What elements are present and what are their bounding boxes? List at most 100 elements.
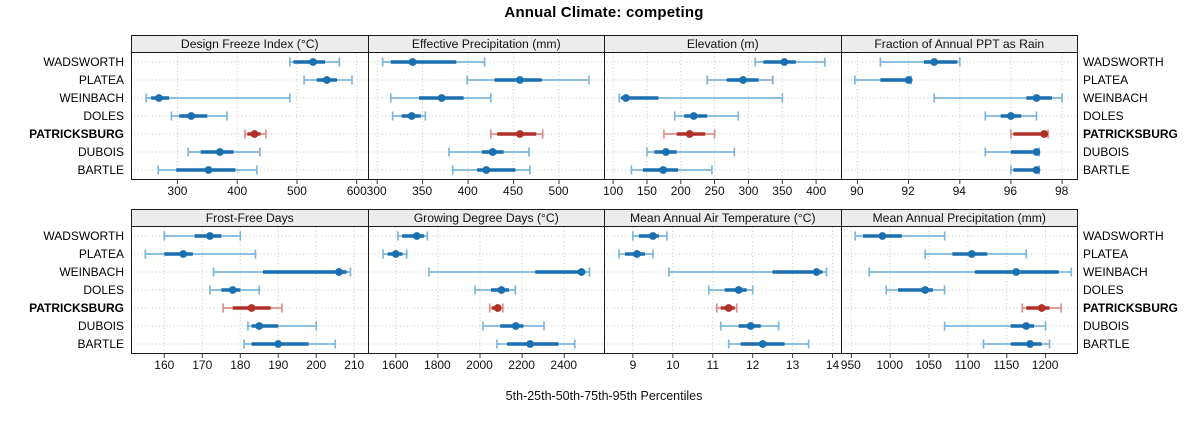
x-tick-label: 500 bbox=[286, 184, 307, 198]
series-patricksburg bbox=[244, 129, 267, 139]
series-wadsworth bbox=[396, 231, 428, 241]
median-dot bbox=[323, 76, 331, 84]
series-doles bbox=[707, 285, 754, 295]
x-tick-label: 2400 bbox=[550, 358, 578, 372]
median-dot bbox=[967, 250, 976, 258]
series-dubois bbox=[983, 147, 1040, 157]
median-dot bbox=[633, 250, 641, 258]
median-dot bbox=[515, 76, 524, 84]
median-dot bbox=[309, 58, 317, 66]
station-label: DOLES bbox=[83, 109, 124, 123]
x-tick-label: 9 bbox=[629, 358, 637, 372]
x-tick-label: 400 bbox=[457, 184, 478, 198]
median-dot bbox=[1032, 148, 1040, 156]
median-dot bbox=[746, 322, 755, 330]
series-wadsworth bbox=[163, 231, 242, 241]
series-platea bbox=[303, 75, 353, 85]
series-doles bbox=[473, 285, 516, 295]
panel-strip-title: Mean Annual Precipitation (mm) bbox=[872, 211, 1046, 225]
median-dot bbox=[247, 304, 256, 312]
x-tick-label: 1150 bbox=[993, 358, 1020, 372]
median-dot bbox=[1037, 304, 1046, 312]
median-dot bbox=[206, 232, 214, 240]
panel-fraction-annual-ppt-rain: Fraction of Annual PPT as Rain 90 92 94 96 9… bbox=[840, 35, 1078, 198]
series-dubois bbox=[943, 321, 1046, 331]
panel-strip: Mean Annual Precipitation (mm) bbox=[840, 209, 1078, 227]
station-label: WADSWORTH bbox=[1083, 55, 1164, 69]
x-axis-tick-labels: 300 350 400 450 500 bbox=[367, 184, 606, 198]
station-label: WADSWORTH bbox=[43, 55, 124, 69]
series-doles bbox=[170, 111, 228, 121]
x-axis-tick-labels: 90 92 94 96 98 bbox=[841, 184, 1079, 198]
series-patricksburg bbox=[1020, 303, 1062, 313]
panel-effective-precipitation: Effective Precipitation (mm) 300 350 400 45… bbox=[367, 35, 605, 198]
panel-plot-svg bbox=[134, 53, 366, 184]
station-label: PATRICKSBURG bbox=[29, 301, 124, 315]
median-dot bbox=[734, 286, 743, 294]
series-doles bbox=[209, 285, 261, 295]
station-label: DUBOIS bbox=[77, 319, 124, 333]
series-doles bbox=[673, 111, 740, 121]
station-label: PLATEA bbox=[78, 73, 124, 87]
median-dot bbox=[812, 268, 821, 276]
series-weinbach bbox=[145, 93, 291, 103]
median-dot bbox=[904, 76, 912, 84]
median-dot bbox=[407, 112, 416, 120]
panel-strip-title: Mean Annual Air Temperature (°C) bbox=[629, 211, 816, 225]
series-weinbach bbox=[389, 93, 492, 103]
station-label: PATRICKSBURG bbox=[1083, 301, 1178, 315]
x-axis-tick-labels: 950 1000 1050 1100 1150 1200 bbox=[841, 358, 1079, 372]
median-dot bbox=[274, 340, 283, 348]
panel-plot-svg bbox=[607, 53, 839, 184]
series-platea bbox=[618, 249, 654, 259]
station-label: PLATEA bbox=[1083, 73, 1129, 87]
median-dot bbox=[216, 148, 224, 156]
series-doles bbox=[983, 111, 1037, 121]
station-label: DUBOIS bbox=[1083, 319, 1130, 333]
panel-plot-svg bbox=[134, 227, 366, 358]
series-patricksburg bbox=[1009, 129, 1049, 139]
station-label: WADSWORTH bbox=[43, 229, 124, 243]
series-weinbach bbox=[867, 267, 1072, 277]
median-dot bbox=[250, 130, 259, 138]
panel-plot-svg bbox=[843, 227, 1075, 358]
panel-strip: Mean Annual Air Temperature (°C) bbox=[604, 209, 842, 227]
station-label: PATRICKSBURG bbox=[1083, 127, 1178, 141]
x-tick-label: 250 bbox=[704, 184, 725, 198]
series-patricksburg bbox=[663, 129, 716, 139]
series-wadsworth bbox=[879, 57, 961, 67]
station-label: BARTLE bbox=[77, 163, 124, 177]
x-tick-label: 300 bbox=[167, 184, 188, 198]
figure-title: Annual Climate: competing bbox=[504, 4, 704, 21]
median-dot bbox=[1032, 166, 1040, 174]
x-tick-label: 1050 bbox=[915, 358, 942, 372]
panel-plot-svg bbox=[370, 227, 602, 358]
median-dot bbox=[255, 322, 264, 330]
median-dot bbox=[1032, 94, 1040, 102]
series-dubois bbox=[481, 321, 545, 331]
median-dot bbox=[662, 148, 670, 156]
station-labels-left-bottom: WADSWORTH PLATEA WEINBACH DOLES PATRICKSBURG… bbox=[0, 227, 124, 353]
median-dot bbox=[437, 94, 446, 102]
x-tick-label: 1800 bbox=[424, 358, 451, 372]
station-label: BARTLE bbox=[77, 337, 124, 351]
station-label: WEINBACH bbox=[59, 265, 124, 279]
x-tick-label: 12 bbox=[745, 358, 760, 372]
series-weinbach bbox=[668, 267, 828, 277]
series-patricksburg bbox=[488, 303, 504, 313]
series-platea bbox=[144, 249, 257, 259]
x-tick-label: 350 bbox=[412, 184, 433, 198]
x-tick-label: 2000 bbox=[466, 358, 493, 372]
panel-frost-free-days: Frost-Free Days 160 170 180 190 200 210 bbox=[131, 209, 369, 372]
x-tick-label: 92 bbox=[901, 184, 915, 198]
panel-strip-title: Fraction of Annual PPT as Rain bbox=[874, 37, 1045, 51]
series-dubois bbox=[187, 147, 261, 157]
median-dot bbox=[204, 166, 213, 174]
median-dot bbox=[1006, 112, 1015, 120]
median-dot bbox=[497, 286, 505, 294]
median-dot bbox=[493, 304, 502, 312]
median-dot bbox=[724, 304, 733, 312]
x-tick-label: 450 bbox=[503, 184, 524, 198]
station-label: DOLES bbox=[1083, 283, 1124, 297]
